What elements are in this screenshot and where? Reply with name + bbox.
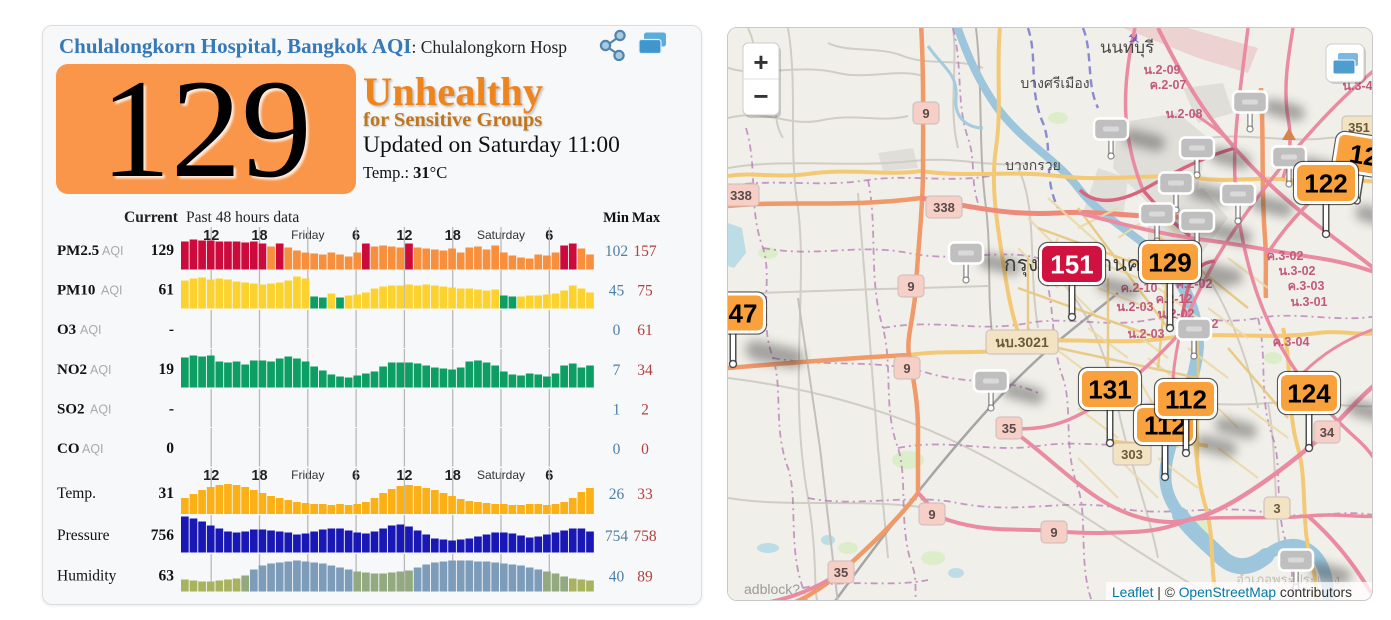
svg-text:124: 124 [1287, 378, 1331, 408]
svg-text:นบ.3021: นบ.3021 [995, 334, 1049, 350]
svg-text:O3: O3 [57, 322, 76, 338]
svg-text:122: 122 [1304, 168, 1347, 198]
svg-text:61: 61 [159, 282, 175, 299]
svg-text:NO2: NO2 [57, 362, 87, 378]
svg-text:338: 338 [730, 188, 752, 203]
svg-text:ค.3-03: ค.3-03 [1288, 279, 1325, 293]
svg-text:ค.3-04: ค.3-04 [1273, 335, 1310, 349]
svg-text:9: 9 [928, 507, 935, 522]
svg-text:31: 31 [159, 485, 175, 502]
svg-text:338: 338 [933, 200, 955, 215]
svg-text:351: 351 [1348, 120, 1370, 135]
svg-text:45: 45 [609, 283, 625, 300]
svg-text:PM10: PM10 [57, 283, 95, 299]
svg-text:63: 63 [159, 568, 175, 585]
svg-text:34: 34 [1320, 425, 1335, 440]
svg-text:157: 157 [633, 243, 657, 260]
svg-text:น.2-03: น.2-03 [1127, 327, 1164, 341]
svg-text:75: 75 [637, 283, 653, 300]
svg-text:น.3-01: น.3-01 [1290, 295, 1327, 309]
svg-text:9: 9 [922, 106, 929, 121]
svg-text:−: − [753, 81, 768, 111]
svg-text:ค.2-07: ค.2-07 [1150, 78, 1187, 92]
svg-text:0: 0 [641, 441, 649, 458]
svg-text:9: 9 [903, 361, 910, 376]
svg-text:1: 1 [613, 402, 621, 419]
svg-text:112: 112 [1165, 384, 1207, 414]
svg-text:AQI: AQI [80, 323, 102, 337]
svg-text:AQI: AQI [101, 284, 123, 298]
svg-text:47: 47 [729, 298, 758, 328]
svg-text:น.2-09: น.2-09 [1143, 63, 1180, 77]
svg-text:-: - [169, 321, 174, 338]
svg-text:9: 9 [1050, 525, 1057, 540]
svg-text:756: 756 [151, 527, 175, 544]
svg-text:9: 9 [907, 279, 914, 294]
svg-text:61: 61 [637, 322, 653, 339]
svg-text:40: 40 [609, 569, 625, 586]
svg-text:Leaflet | © OpenStreetMap cont: Leaflet | © OpenStreetMap contributors [1112, 585, 1352, 600]
svg-text:35: 35 [834, 565, 848, 580]
svg-text:Humidity: Humidity [57, 568, 117, 585]
svg-text:7: 7 [613, 362, 621, 379]
svg-text:0: 0 [613, 322, 621, 339]
svg-text:3: 3 [1273, 501, 1280, 516]
svg-text:151: 151 [1050, 249, 1093, 279]
svg-text:AQI: AQI [90, 363, 112, 377]
svg-text:บางศรีเมือง: บางศรีเมือง [1020, 75, 1089, 91]
svg-text:น.3-02: น.3-02 [1278, 264, 1315, 278]
svg-text:0: 0 [613, 441, 621, 458]
svg-text:19: 19 [159, 361, 175, 378]
svg-text:Current: Current [124, 209, 179, 226]
svg-text:758: 758 [633, 528, 657, 545]
svg-text:129: 129 [1148, 247, 1191, 277]
svg-text:ค.2-12: ค.2-12 [1156, 292, 1193, 306]
svg-text:AQI: AQI [82, 442, 104, 456]
svg-text:131: 131 [1088, 374, 1131, 404]
svg-text:Max: Max [632, 210, 661, 226]
svg-text:น.2-08: น.2-08 [1165, 107, 1202, 121]
svg-text:303: 303 [1121, 447, 1143, 462]
svg-text:Temp.: Temp. [57, 485, 96, 502]
svg-text:AQI: AQI [102, 244, 124, 258]
svg-text:+: + [753, 47, 768, 77]
svg-text:SO2: SO2 [57, 402, 85, 418]
svg-text:33: 33 [637, 486, 653, 503]
svg-text:AQI: AQI [90, 403, 112, 417]
svg-text:PM2.5: PM2.5 [57, 243, 99, 259]
svg-text:34: 34 [637, 362, 653, 379]
svg-text:adblock?: adblock? [744, 581, 800, 597]
svg-text:26: 26 [609, 486, 625, 503]
svg-text:Past 48 hours data: Past 48 hours data [186, 209, 299, 226]
svg-text:บางกรวย: บางกรวย [1005, 157, 1061, 173]
svg-text:0: 0 [166, 440, 174, 457]
svg-text:Pressure: Pressure [57, 527, 110, 544]
svg-text:CO: CO [57, 441, 80, 457]
svg-text:35: 35 [1002, 421, 1016, 436]
svg-text:-: - [169, 401, 174, 418]
svg-text:ค.3-02: ค.3-02 [1267, 249, 1304, 263]
svg-text:102: 102 [605, 243, 628, 260]
svg-text:น.2-03: น.2-03 [1116, 300, 1153, 314]
svg-text:129: 129 [151, 242, 175, 259]
svg-text:89: 89 [637, 569, 653, 586]
svg-text:2: 2 [641, 402, 649, 419]
svg-text:นนทบุรี: นนทบุรี [1100, 38, 1154, 58]
svg-text:Min: Min [603, 210, 629, 226]
svg-text:754: 754 [605, 528, 629, 545]
